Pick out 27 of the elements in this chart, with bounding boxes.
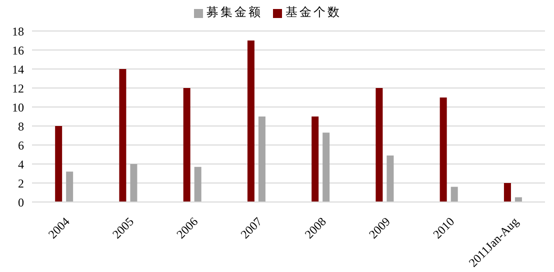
bar xyxy=(312,116,319,202)
bar xyxy=(386,155,394,202)
bar xyxy=(504,183,511,202)
y-tick-label: 10 xyxy=(12,100,24,114)
y-tick-label: 18 xyxy=(12,24,24,38)
bar xyxy=(450,186,458,202)
y-tick-label: 12 xyxy=(12,81,24,96)
y-tick-label: 4 xyxy=(18,157,24,172)
y-tick-label: 8 xyxy=(18,119,24,134)
bar xyxy=(440,98,447,202)
bar xyxy=(322,132,330,202)
bar xyxy=(194,166,202,202)
y-tick-label: 14 xyxy=(12,62,24,76)
bar xyxy=(119,69,126,202)
y-tick-label: 2 xyxy=(18,176,24,190)
bar xyxy=(130,164,138,202)
bar xyxy=(183,88,190,202)
bar xyxy=(66,172,74,202)
bar xyxy=(55,126,62,202)
y-tick-label: 6 xyxy=(18,138,24,152)
legend-label: 基金个数 xyxy=(286,5,342,19)
bar xyxy=(247,40,254,202)
y-tick-label: 0 xyxy=(18,195,24,210)
legend-label: 募集金额 xyxy=(206,5,262,19)
y-tick-label: 16 xyxy=(12,43,24,58)
bar xyxy=(258,116,266,202)
bar xyxy=(376,88,383,202)
